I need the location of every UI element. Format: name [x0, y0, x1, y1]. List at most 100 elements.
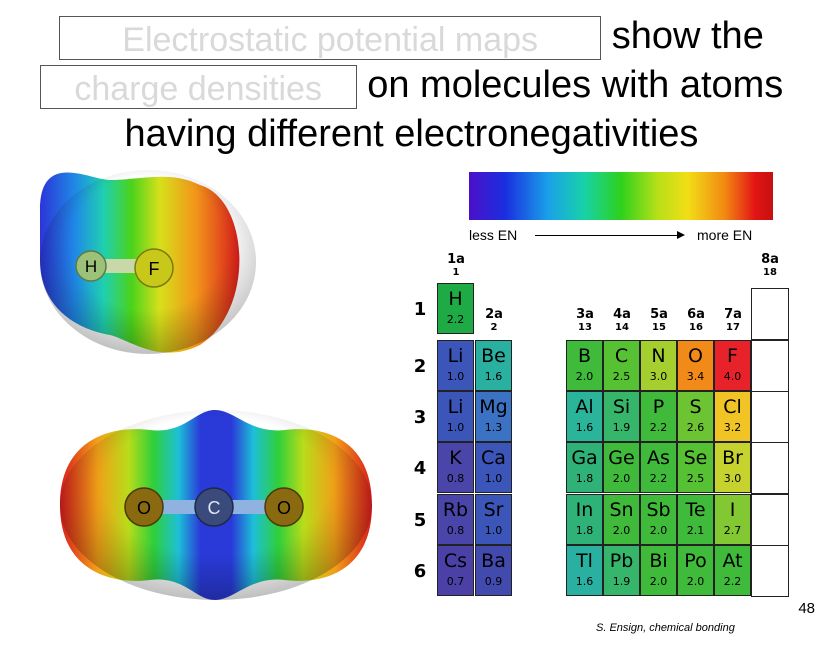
element-symbol: Ca — [481, 447, 506, 469]
element-symbol: Rb — [442, 499, 469, 521]
group-number: 17 — [726, 322, 740, 333]
element-cell-rb: Rb 0.8 — [437, 494, 474, 545]
element-cell-c: C 2.5 — [603, 340, 640, 391]
co2-atom-c — [194, 487, 234, 527]
element-cell-p: P 2.2 — [640, 391, 677, 442]
hf-atom-f — [134, 248, 174, 288]
element-cell-ca: Ca 1.0 — [475, 442, 512, 493]
hf-bond — [96, 259, 146, 273]
element-cell-br: Br 3.0 — [714, 442, 751, 493]
element-electronegativity: 1.9 — [612, 421, 631, 434]
element-symbol: Ga — [571, 447, 598, 469]
title-line-1: Electrostatic potential maps show the — [0, 14, 823, 60]
element-symbol: H — [448, 288, 463, 310]
co2-atom-o-left — [124, 487, 164, 527]
element-cell-at: At 2.2 — [714, 545, 751, 596]
title-line-1-text: show the — [611, 15, 764, 57]
element-cell-b: B 2.0 — [566, 340, 603, 391]
group-number: 1 — [452, 267, 460, 278]
noble-gas-cell — [751, 442, 789, 494]
element-cell-bi: Bi 2.0 — [640, 545, 677, 596]
element-electronegativity: 1.8 — [575, 524, 594, 537]
element-electronegativity: 2.0 — [649, 524, 668, 537]
noble-gas-cell — [751, 545, 789, 597]
element-cell-se: Se 2.5 — [677, 442, 714, 493]
element-electronegativity: 3.2 — [723, 421, 742, 434]
element-electronegativity: 1.6 — [575, 575, 594, 588]
element-symbol: Tl — [576, 550, 593, 572]
element-electronegativity: 1.6 — [484, 370, 503, 383]
element-electronegativity: 0.8 — [446, 524, 465, 537]
element-cell-n: N 3.0 — [640, 340, 677, 391]
element-electronegativity: 2.2 — [446, 313, 465, 326]
title-line-3: having different electronegativities — [124, 113, 699, 155]
element-electronegativity: 2.1 — [686, 524, 705, 537]
element-electronegativity: 1.0 — [484, 524, 503, 537]
co2-label-o-right: O — [277, 498, 291, 518]
less-en-label: less EN — [469, 227, 518, 243]
element-electronegativity: 2.0 — [575, 370, 594, 383]
element-symbol: Sr — [483, 499, 504, 521]
element-electronegativity: 1.3 — [484, 421, 503, 434]
period-label-4: 4 — [413, 458, 427, 479]
period-label-5: 5 — [413, 510, 427, 531]
element-cell-te: Te 2.1 — [677, 494, 714, 545]
title-blank-1-text: Electrostatic potential maps — [122, 20, 539, 59]
element-symbol: S — [689, 396, 702, 418]
element-cell-si: Si 1.9 — [603, 391, 640, 442]
element-symbol: Mg — [479, 396, 508, 418]
group-header-6a: 6a 16 — [677, 307, 715, 333]
group-header-5a: 5a 15 — [640, 307, 678, 333]
period-label-6: 6 — [413, 561, 427, 582]
group-label: 3a — [576, 307, 594, 322]
element-electronegativity: 2.0 — [649, 575, 668, 588]
element-cell-tl: Tl 1.6 — [566, 545, 603, 596]
element-electronegativity: 2.2 — [649, 421, 668, 434]
element-electronegativity: 2.6 — [686, 421, 705, 434]
group-number: 16 — [689, 322, 703, 333]
element-cell-li: Li 1.0 — [437, 391, 474, 442]
hf-label-f: F — [149, 259, 160, 279]
en-color-scale — [469, 172, 773, 220]
element-electronegativity: 1.0 — [446, 421, 465, 434]
group-header-8a: 8a 18 — [751, 252, 789, 278]
element-cell-as: As 2.2 — [640, 442, 677, 493]
element-symbol: B — [577, 345, 592, 367]
element-electronegativity: 0.7 — [446, 575, 465, 588]
period-label-3: 3 — [413, 407, 427, 428]
en-arrow — [535, 231, 685, 239]
group-number: 15 — [652, 322, 666, 333]
group-label: 5a — [650, 307, 668, 322]
element-symbol: K — [449, 447, 462, 469]
element-electronegativity: 3.0 — [649, 370, 668, 383]
group-label: 2a — [485, 307, 503, 322]
element-cell-cs: Cs 0.7 — [437, 545, 474, 596]
element-cell-be: Be 1.6 — [475, 340, 512, 391]
element-symbol: C — [614, 345, 629, 367]
element-symbol: In — [575, 499, 594, 521]
noble-gas-cell — [751, 288, 789, 340]
more-en-label: more EN — [697, 227, 753, 243]
element-symbol: I — [729, 499, 736, 521]
group-header-3a: 3a 13 — [566, 307, 604, 333]
element-electronegativity: 1.8 — [575, 472, 594, 485]
group-header-7a: 7a 17 — [714, 307, 752, 333]
noble-gas-cell — [751, 494, 789, 546]
element-symbol: Li — [447, 396, 464, 418]
period-label-1: 1 — [413, 299, 427, 320]
element-cell-ba: Ba 0.9 — [475, 545, 512, 596]
element-electronegativity: 0.9 — [484, 575, 503, 588]
page-number: 48 — [798, 600, 815, 617]
element-symbol: Cs — [443, 550, 468, 572]
co2-potential-map: O C O — [60, 410, 372, 600]
group-header-4a: 4a 14 — [603, 307, 641, 333]
element-cell-ga: Ga 1.8 — [566, 442, 603, 493]
group-header-2a: 2a 2 — [475, 307, 513, 333]
element-cell-cl: Cl 3.2 — [714, 391, 751, 442]
group-number: 18 — [763, 267, 777, 278]
group-label: 4a — [613, 307, 631, 322]
noble-gas-cell — [751, 391, 789, 443]
element-symbol: Al — [575, 396, 594, 418]
element-symbol: P — [652, 396, 665, 418]
